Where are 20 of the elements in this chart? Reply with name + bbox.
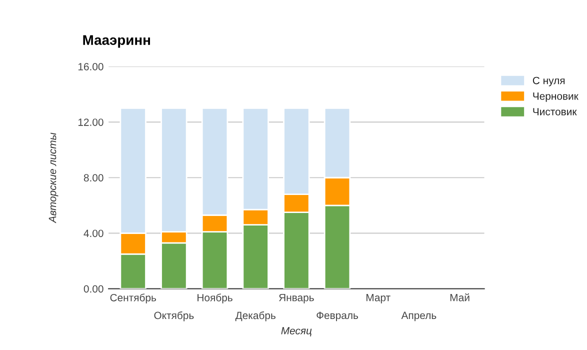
x-tick-label: Май (450, 293, 470, 302)
legend-label: Чистовик (533, 108, 577, 116)
chart-title: Мааэринн (83, 35, 150, 48)
x-tick-label: Сентябрь (110, 294, 156, 304)
y-tick-label: 8.00 (84, 174, 104, 182)
x-axis-title: Месяц (281, 327, 312, 336)
y-axis-title: Авторские листы (48, 132, 58, 224)
x-tick-label: Декабрь (235, 311, 276, 322)
y-tick-label: 12.00 (78, 118, 104, 126)
y-tick-label: 16.00 (78, 63, 104, 70)
legend-label: Черновик (533, 92, 578, 102)
x-tick-label: Март (366, 294, 390, 304)
x-tick-label: Февраль (316, 312, 358, 322)
x-tick-label: Октябрь (154, 311, 194, 322)
x-tick-label: Ноябрь (198, 294, 232, 304)
x-tick-label: Январь (279, 294, 314, 304)
legend-label: С нуля (532, 76, 565, 86)
y-tick-label: 0.00 (84, 285, 104, 293)
y-tick-label: 4.00 (84, 230, 104, 238)
x-tick-label: Апрель (401, 312, 436, 322)
